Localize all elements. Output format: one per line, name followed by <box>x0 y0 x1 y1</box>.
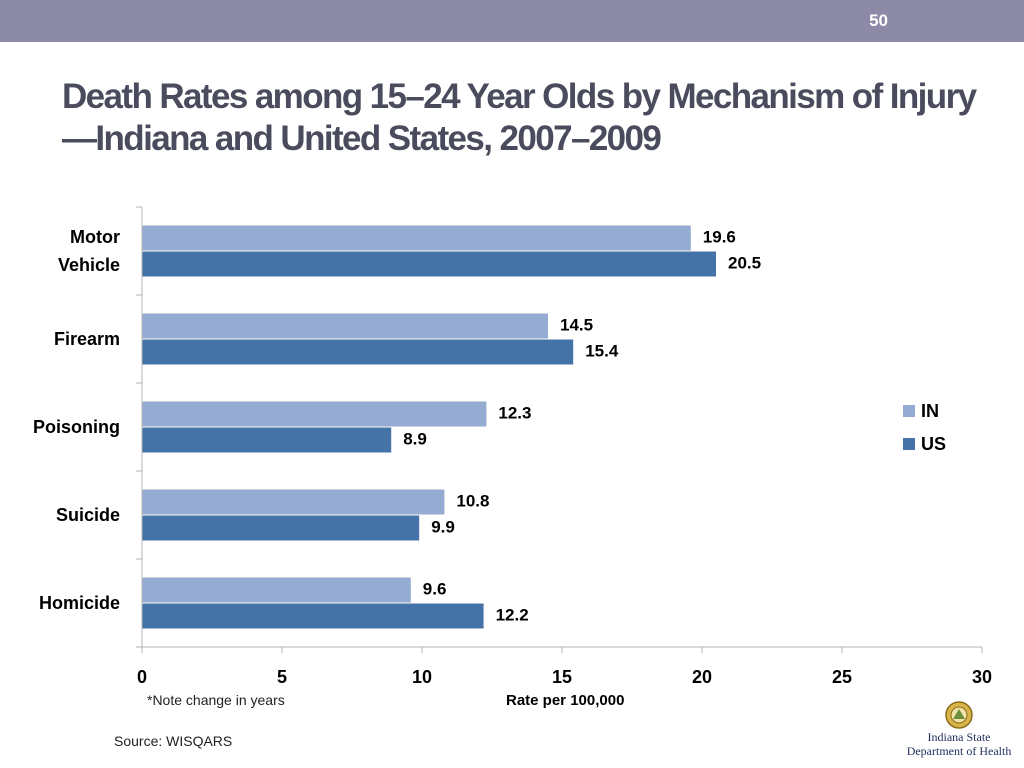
data-label-in-1: 14.5 <box>560 316 593 335</box>
x-tick-label-5: 25 <box>832 667 852 687</box>
bar-us-0 <box>142 251 716 277</box>
bar-us-2 <box>142 427 392 453</box>
category-label-3: Suicide <box>56 505 120 525</box>
x-tick-label-6: 30 <box>972 667 992 687</box>
bar-us-1 <box>142 339 574 365</box>
slide-title: Death Rates among 15–24 Year Olds by Mec… <box>62 77 977 158</box>
top-bar: 50 <box>0 0 1024 42</box>
data-label-in-2: 12.3 <box>498 404 531 423</box>
data-label-us-1: 15.4 <box>585 342 619 361</box>
data-label-in-3: 10.8 <box>456 492 489 511</box>
x-tick-label-4: 20 <box>692 667 712 687</box>
category-label-4: Homicide <box>39 593 120 613</box>
data-label-us-3: 9.9 <box>431 518 455 537</box>
category-label-1: Firearm <box>54 329 120 349</box>
data-label-us-2: 8.9 <box>403 430 427 449</box>
axes-group <box>136 206 983 653</box>
labels-group: 19.6 20.5 Motor Vehicle 14.5 15.4 Firearm 12.3 8… <box>33 227 992 687</box>
note-text: *Note change in years <box>147 692 285 708</box>
x-axis-title: Rate per 100,000 <box>506 692 625 709</box>
category-label-0-line1: Motor <box>70 227 120 247</box>
bar-in-2 <box>142 401 487 427</box>
x-tick-label-2: 10 <box>412 667 432 687</box>
data-label-us-4: 12.2 <box>496 606 529 625</box>
legend-label-us: US <box>921 434 946 454</box>
bar-in-4 <box>142 577 411 603</box>
bar-us-4 <box>142 603 484 629</box>
x-tick-label-3: 15 <box>552 667 572 687</box>
legend-swatch-in <box>903 405 915 417</box>
bar-in-0 <box>142 225 691 251</box>
data-label-in-0: 19.6 <box>703 228 736 247</box>
legend: IN US <box>903 401 946 454</box>
category-label-2: Poisoning <box>33 417 120 437</box>
x-tick-label-1: 5 <box>277 667 287 687</box>
bar-us-3 <box>142 515 420 541</box>
x-tick-label-0: 0 <box>137 667 147 687</box>
bar-in-1 <box>142 313 548 339</box>
bar-in-3 <box>142 489 445 515</box>
data-label-us-0: 20.5 <box>728 254 761 273</box>
bars-group <box>142 225 716 629</box>
logo-line-1: Indiana State <box>927 730 991 744</box>
logo-line-2: Department of Health <box>906 744 1012 758</box>
slide-number: 50 <box>869 11 888 30</box>
legend-swatch-us <box>903 438 915 450</box>
category-label-0-line2: Vehicle <box>58 255 120 275</box>
state-seal-icon <box>945 701 973 729</box>
data-label-in-4: 9.6 <box>423 580 447 599</box>
source-text: Source: WISQARS <box>114 733 233 749</box>
legend-label-in: IN <box>921 401 939 421</box>
indiana-health-logo: Indiana State Department of Health <box>900 700 1018 762</box>
